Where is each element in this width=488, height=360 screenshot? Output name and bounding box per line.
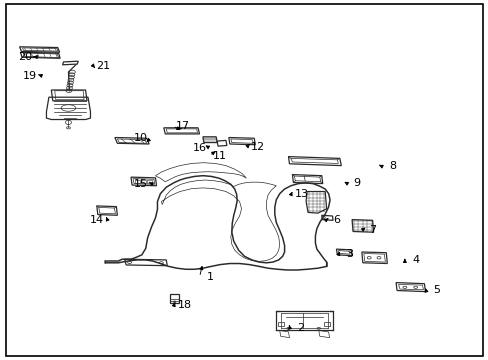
Text: 20: 20 [19,52,32,62]
Text: 21: 21 [97,60,110,71]
Bar [170,294,179,303]
Text: 10: 10 [134,132,147,143]
Text: 8: 8 [388,161,395,171]
Text: 15: 15 [134,179,147,189]
Text: 6: 6 [332,215,339,225]
Text: 13: 13 [295,189,308,199]
Text: 18: 18 [178,300,191,310]
Text: 3: 3 [346,249,352,259]
Text: 19: 19 [23,71,37,81]
Text: 12: 12 [250,142,264,152]
Text: 7: 7 [368,225,375,235]
Text: 11: 11 [213,150,226,161]
Text: 2: 2 [297,323,304,333]
Text: 4: 4 [411,255,418,265]
Text: 5: 5 [432,285,439,295]
Text: 9: 9 [353,178,360,188]
Text: 14: 14 [90,215,103,225]
Text: 16: 16 [192,143,206,153]
Text: 1: 1 [206,272,213,282]
Text: 17: 17 [176,121,190,131]
